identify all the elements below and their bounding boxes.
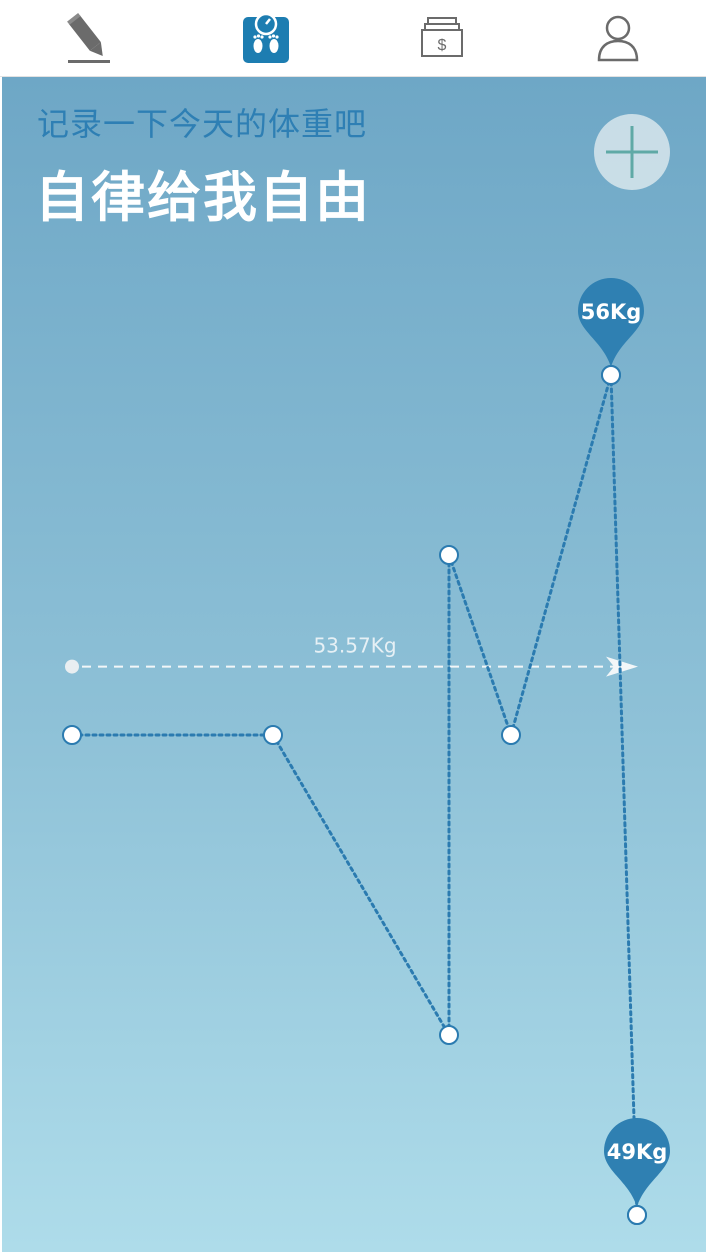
scale-icon	[243, 13, 289, 63]
page-title: 自律给我自由	[35, 166, 371, 229]
max-pin: 56Kg	[578, 278, 644, 367]
data-point[interactable]	[62, 725, 82, 745]
extreme-point[interactable]	[601, 365, 621, 385]
tab-money[interactable]: $	[354, 0, 530, 76]
tab-weight[interactable]	[178, 0, 354, 76]
min-pin-shape	[604, 1118, 670, 1207]
weight-panel: 记录一下今天的体重吧 自律给我自由 53.57Kg 56Kg 49Kg	[2, 77, 706, 1252]
weight-chart: 53.57Kg 56Kg 49Kg	[62, 278, 670, 1225]
data-point[interactable]	[501, 725, 521, 745]
min-pin: 49Kg	[604, 1118, 670, 1207]
min-pin-label: 49Kg	[607, 1140, 668, 1164]
page-subtitle: 记录一下今天的体重吧	[37, 105, 368, 143]
tab-bar: $	[0, 0, 706, 77]
average-label: 53.57Kg	[313, 634, 396, 658]
money-icon: $	[421, 17, 463, 57]
tab-record[interactable]	[2, 0, 178, 76]
extreme-point[interactable]	[627, 1205, 647, 1225]
data-point[interactable]	[263, 725, 283, 745]
max-pin-shape	[578, 278, 644, 367]
plus-icon	[606, 126, 658, 178]
series-segment	[609, 373, 639, 1217]
average-arrow	[606, 656, 638, 677]
series-segment	[447, 553, 513, 737]
series-segment	[271, 733, 451, 1037]
max-pin-label: 56Kg	[581, 300, 642, 324]
data-point[interactable]	[439, 1025, 459, 1045]
user-icon	[597, 15, 639, 62]
series-segment	[509, 373, 613, 737]
svg-text:$: $	[438, 37, 447, 54]
average-start-dot	[65, 659, 79, 674]
pencil-icon	[67, 13, 110, 63]
add-weight-button[interactable]	[594, 114, 670, 190]
tab-profile[interactable]	[530, 0, 706, 76]
data-point[interactable]	[439, 545, 459, 565]
